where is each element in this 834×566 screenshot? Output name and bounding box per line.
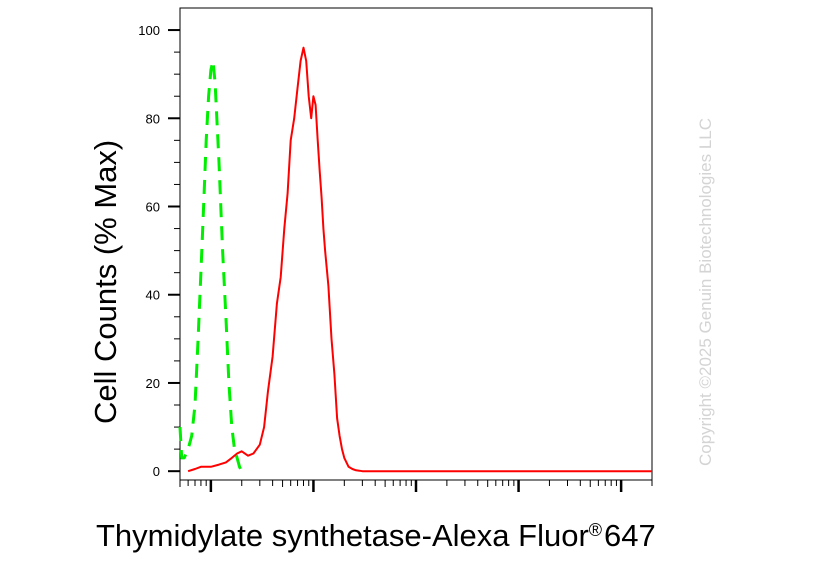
series-group [178, 46, 652, 473]
y-tick-label: 60 [146, 200, 160, 215]
series-line-1 [178, 59, 248, 473]
y-tick-label: 100 [138, 23, 160, 38]
y-axis-label: Cell Counts (% Max) [88, 139, 123, 424]
y-tick-label: 80 [146, 111, 160, 126]
registered-mark: ® [588, 520, 603, 540]
y-tick-label: 20 [146, 376, 160, 391]
copyright-watermark: Copyright ©2025 Genuin Biotechnologies L… [696, 117, 715, 466]
x-axis-label-main: Thymidylate synthetase-Alexa Fluor [96, 518, 589, 553]
x-axis-label-number: 647 [604, 518, 656, 553]
x-axis-label: Thymidylate synthetase-Alexa Fluor®647 [96, 518, 656, 554]
y-axis: 0 20 40 60 80 100 [138, 23, 180, 479]
y-tick-label: 0 [153, 464, 160, 479]
plot-frame [179, 7, 653, 481]
x-axis [179, 480, 653, 492]
series-line-2 [187, 46, 652, 473]
y-tick-label: 40 [146, 288, 160, 303]
